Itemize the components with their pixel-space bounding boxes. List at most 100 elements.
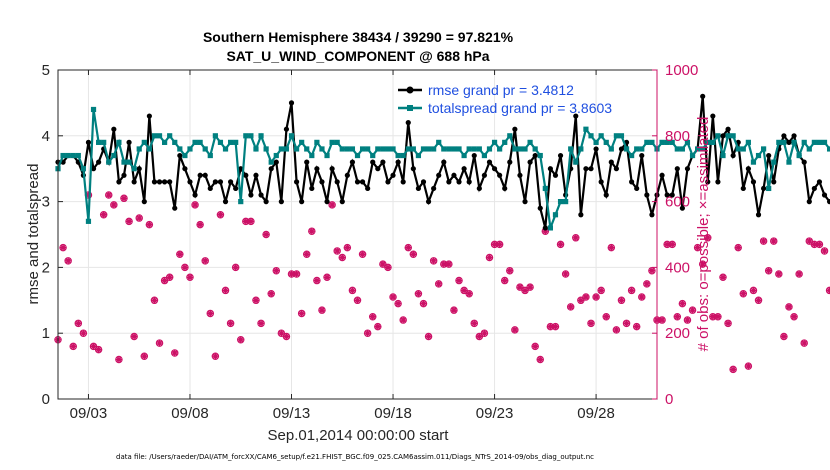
rmse-point bbox=[639, 152, 645, 159]
rmse-point bbox=[781, 133, 787, 139]
obs-assimilated-point bbox=[389, 293, 397, 301]
spread-point bbox=[684, 139, 691, 145]
rmse-point bbox=[431, 185, 437, 192]
obs-assimilated-point bbox=[328, 201, 336, 209]
spread-point bbox=[451, 146, 457, 152]
spread-point bbox=[563, 199, 569, 205]
obs-assimilated-point bbox=[293, 270, 300, 278]
plot-background bbox=[58, 70, 657, 399]
rmse-point bbox=[446, 179, 452, 185]
spread-point bbox=[101, 139, 107, 145]
obs-assimilated-point bbox=[795, 270, 803, 278]
rmse-point bbox=[634, 185, 640, 192]
rmse-point bbox=[649, 212, 655, 218]
legend-marker-rmse bbox=[406, 86, 414, 94]
data-file-footnote: data file: /Users/raeder/DAI/ATM_forcXX/… bbox=[116, 453, 594, 461]
spread-point bbox=[136, 146, 142, 152]
spread-point bbox=[96, 139, 102, 145]
spread-point bbox=[603, 139, 609, 145]
obs-assimilated-point bbox=[156, 339, 163, 347]
spread-point bbox=[710, 139, 716, 145]
spread-point bbox=[273, 152, 279, 159]
spread-point bbox=[167, 133, 173, 139]
rmse-point bbox=[710, 113, 716, 119]
rmse-point bbox=[593, 146, 599, 152]
obs-assimilated-point bbox=[755, 297, 762, 304]
rmse-point bbox=[522, 199, 528, 205]
spread-point bbox=[304, 146, 310, 152]
obs-assimilated-point bbox=[648, 267, 656, 274]
rmse-point bbox=[664, 192, 670, 198]
rmse-point bbox=[517, 172, 523, 178]
spread-point bbox=[537, 152, 543, 159]
spread-point bbox=[634, 146, 640, 152]
rmse-point bbox=[167, 179, 173, 185]
rmse-point bbox=[156, 179, 163, 185]
rmse-point bbox=[608, 159, 614, 165]
spread-point bbox=[664, 139, 670, 145]
rmse-point bbox=[466, 179, 472, 185]
obs-assimilated-point bbox=[217, 211, 224, 218]
spread-point bbox=[436, 139, 442, 145]
spread-point bbox=[151, 133, 158, 139]
rmse-point bbox=[598, 179, 604, 185]
spread-point bbox=[806, 146, 812, 152]
rmse-point bbox=[339, 199, 345, 205]
spread-point bbox=[202, 146, 208, 152]
rmse-point bbox=[90, 166, 97, 172]
spread-point bbox=[339, 146, 345, 152]
obs-assimilated-point bbox=[516, 283, 524, 291]
spread-point bbox=[359, 146, 366, 152]
spread-point bbox=[669, 139, 675, 145]
obs-assimilated-point bbox=[694, 244, 701, 251]
rmse-point bbox=[96, 159, 102, 165]
rmse-point bbox=[162, 179, 168, 185]
spread-point bbox=[172, 139, 178, 145]
obs-assimilated-point bbox=[603, 313, 610, 320]
obs-assimilated-point bbox=[511, 326, 519, 334]
rmse-point bbox=[644, 192, 650, 198]
rmse-point bbox=[400, 179, 406, 185]
spread-point bbox=[441, 146, 447, 152]
spread-point bbox=[121, 159, 127, 165]
spread-point bbox=[578, 146, 584, 152]
rmse-point bbox=[273, 159, 279, 165]
obs-assimilated-point bbox=[633, 323, 640, 330]
obs-assimilated-point bbox=[181, 264, 189, 271]
spread-point bbox=[639, 146, 645, 152]
spread-point bbox=[425, 146, 432, 152]
obs-assimilated-point bbox=[699, 260, 706, 268]
rmse-point bbox=[192, 192, 198, 198]
obs-assimilated-point bbox=[557, 241, 564, 248]
rmse-point bbox=[354, 179, 361, 185]
spread-point bbox=[568, 146, 574, 152]
rmse-point bbox=[217, 179, 224, 185]
obs-assimilated-point bbox=[415, 290, 422, 297]
spread-point bbox=[268, 159, 274, 165]
spread-point bbox=[466, 146, 472, 152]
obs-assimilated-point bbox=[257, 320, 265, 327]
spread-point bbox=[405, 146, 411, 152]
spread-point bbox=[532, 146, 538, 152]
rmse-point bbox=[304, 159, 310, 165]
obs-assimilated-point bbox=[496, 241, 503, 248]
obs-assimilated-point bbox=[70, 343, 77, 350]
spread-point bbox=[771, 159, 777, 165]
obs-assimilated-point bbox=[658, 316, 666, 324]
rmse-point bbox=[116, 179, 122, 185]
rmse-point bbox=[202, 172, 208, 178]
obs-assimilated-point bbox=[384, 264, 392, 271]
obs-assimilated-point bbox=[552, 323, 559, 330]
spread-point bbox=[146, 146, 152, 152]
obs-assimilated-point bbox=[278, 330, 285, 337]
obs-assimilated-point bbox=[643, 280, 651, 288]
spread-point bbox=[573, 159, 579, 165]
spread-point bbox=[263, 146, 269, 152]
spread-point bbox=[177, 146, 183, 152]
rmse-point bbox=[141, 199, 147, 205]
rmse-point bbox=[532, 152, 538, 159]
rmse-point bbox=[603, 192, 609, 198]
obs-assimilated-point bbox=[440, 260, 447, 268]
spread-point bbox=[776, 139, 782, 145]
x-tick-label: 09/18 bbox=[374, 405, 412, 422]
